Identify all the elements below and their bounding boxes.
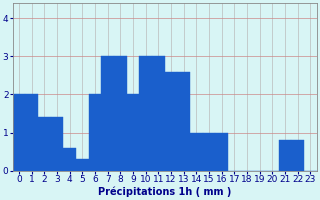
Bar (38, 117, 51, 171)
Bar (127, 94, 140, 171)
Bar (165, 72, 177, 171)
Bar (89, 94, 101, 171)
Bar (76, 159, 89, 171)
Bar (203, 133, 215, 171)
Bar (63, 148, 76, 171)
Bar (292, 140, 304, 171)
Bar (25, 94, 38, 171)
Bar (13, 94, 25, 171)
Bar (140, 56, 152, 171)
X-axis label: Précipitations 1h ( mm ): Précipitations 1h ( mm ) (98, 187, 231, 197)
Bar (152, 56, 165, 171)
Bar (177, 72, 190, 171)
Bar (51, 117, 63, 171)
Bar (190, 133, 203, 171)
Bar (114, 56, 127, 171)
Bar (215, 133, 228, 171)
Bar (279, 140, 292, 171)
Bar (101, 56, 114, 171)
